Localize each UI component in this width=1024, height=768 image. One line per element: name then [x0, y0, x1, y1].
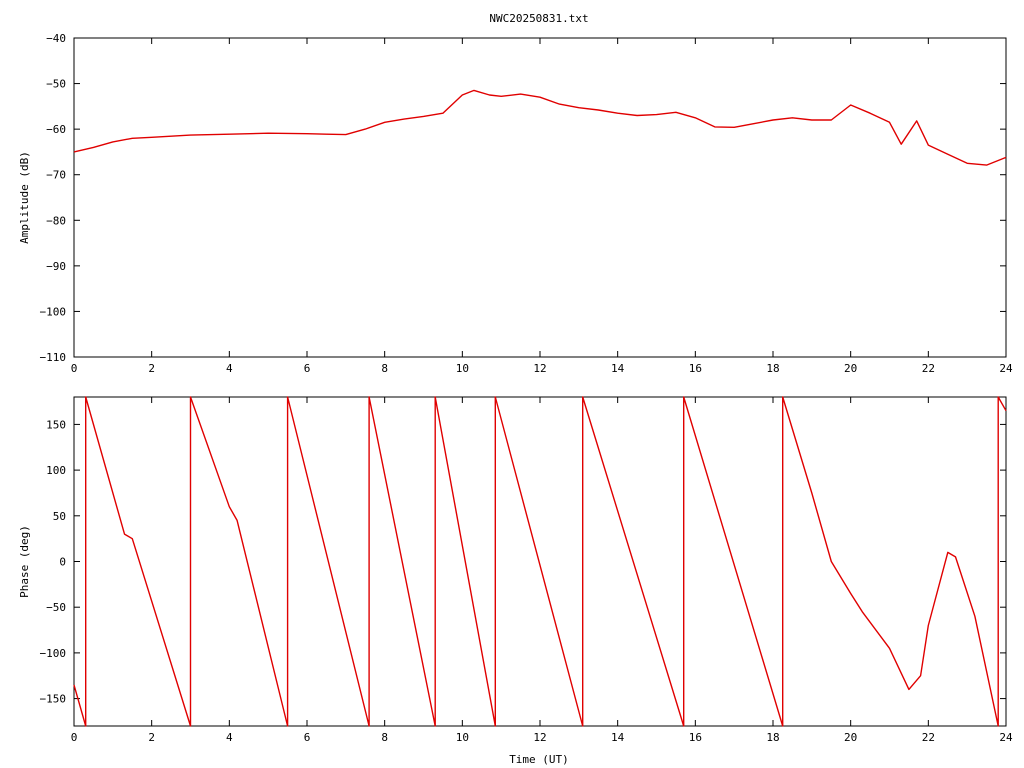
- amplitude-y-tick-label: −60: [46, 123, 66, 136]
- amplitude-x-tick-label: 10: [456, 362, 469, 375]
- amplitude-x-tick-label: 24: [999, 362, 1013, 375]
- amplitude-trace-line: [73, 89, 1007, 166]
- phase-y-tick-label: 100: [46, 464, 66, 477]
- phase-x-tick-label: 12: [533, 731, 546, 744]
- phase-axis-ticks: 0 2 4 6 8 10 12 14 16 18 20 22 24150100500−50−100−15…: [40, 397, 1013, 744]
- phase-x-tick-label: 10: [456, 731, 469, 744]
- phase-x-tick-label: 2: [148, 731, 155, 744]
- amplitude-x-tick-label: 20: [844, 362, 857, 375]
- phase-x-tick-label: 0: [71, 731, 78, 744]
- amplitude-x-tick-label: 4: [226, 362, 233, 375]
- amplitude-x-tick-label: 12: [533, 362, 546, 375]
- phase-x-tick-label: 20: [844, 731, 857, 744]
- amplitude-plot-frame: [73, 37, 1007, 358]
- phase-x-tick-label: 8: [381, 731, 388, 744]
- phase-y-tick-label: 0: [59, 556, 66, 569]
- amplitude-x-tick-label: 16: [689, 362, 702, 375]
- phase-x-tick-label: 4: [226, 731, 233, 744]
- amplitude-x-tick-label: 2: [148, 362, 155, 375]
- amplitude-y-tick-label: −80: [46, 214, 66, 227]
- phase-plot-frame: [73, 396, 1007, 727]
- phase-series: [73, 396, 1007, 727]
- amplitude-x-tick-label: 14: [611, 362, 625, 375]
- phase-y-tick-label: −50: [46, 601, 66, 614]
- phase-y-tick-label: 50: [53, 510, 66, 523]
- phase-x-tick-label: 18: [766, 731, 779, 744]
- amplitude-y-tick-label: −100: [40, 305, 67, 318]
- phase-x-tick-label: 6: [304, 731, 311, 744]
- chart-title: NWC20250831.txt: [489, 12, 588, 25]
- phase-trace-line: [73, 396, 1007, 727]
- amplitude-panel: Amplitude (dB) 0 2 4 6 8 10 12 14 16 18 20 22 24−40−…: [18, 32, 1013, 375]
- amplitude-x-tick-label: 8: [381, 362, 388, 375]
- phase-x-tick-label: 14: [611, 731, 625, 744]
- phase-y-tick-label: −100: [40, 647, 67, 660]
- amplitude-y-tick-label: −110: [40, 351, 67, 364]
- amplitude-x-tick-label: 0: [71, 362, 78, 375]
- amplitude-y-axis-label: Amplitude (dB): [18, 151, 31, 244]
- phase-x-tick-label: 16: [689, 731, 702, 744]
- phase-y-tick-label: −150: [40, 693, 67, 706]
- amplitude-y-tick-label: −40: [46, 32, 66, 45]
- amplitude-axis-ticks: 0 2 4 6 8 10 12 14 16 18 20 22 24−40−50−60−70−80−90−…: [40, 32, 1013, 375]
- phase-panel: Phase (deg) Time (UT) 0 2 4 6 8 10 12 14 16 18 20 2…: [18, 396, 1013, 766]
- amplitude-y-tick-label: −50: [46, 78, 66, 91]
- phase-x-tick-label: 22: [922, 731, 935, 744]
- amplitude-y-tick-label: −90: [46, 260, 66, 273]
- amplitude-series: [73, 89, 1007, 166]
- phase-y-axis-label: Phase (deg): [18, 525, 31, 598]
- amplitude-x-tick-label: 22: [922, 362, 935, 375]
- phase-x-axis-label: Time (UT): [509, 753, 569, 766]
- phase-x-tick-label: 24: [999, 731, 1013, 744]
- amplitude-x-tick-label: 18: [766, 362, 779, 375]
- amplitude-y-tick-label: −70: [46, 169, 66, 182]
- amplitude-x-tick-label: 6: [304, 362, 311, 375]
- phase-y-tick-label: 150: [46, 418, 66, 431]
